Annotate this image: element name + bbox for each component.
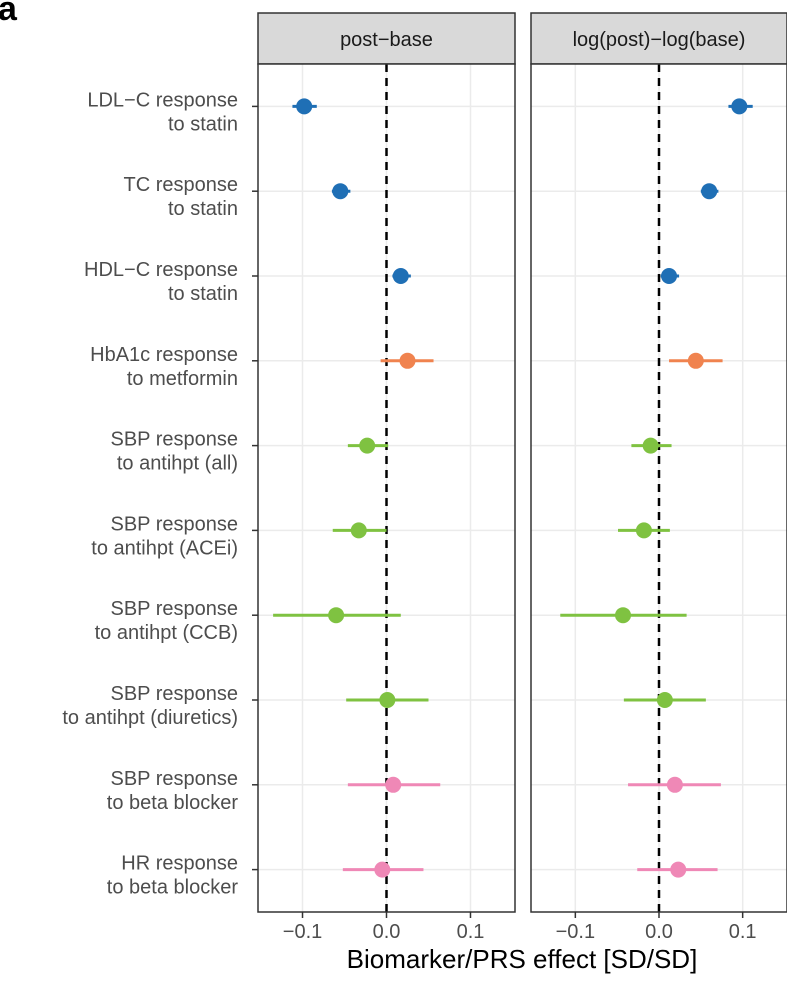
point [731,98,748,115]
x-tick-label: 0.1 [457,921,485,943]
y-tick-label: HR response to beta blocker [107,853,239,899]
y-tick-label: SBP response to antihpt (all) [111,429,239,475]
panel-title: post−base [340,29,433,51]
point [656,692,673,708]
panel-title: log(post)−log(base) [573,29,746,51]
panel-border [257,63,516,913]
y-tick-label: SBP response to beta blocker [107,768,239,814]
point [385,776,402,793]
panel-label: a [0,0,18,28]
y-tick-label: HbA1c response to metformin [90,344,238,390]
point [350,522,367,539]
x-tick-label: 0.0 [645,921,673,943]
strip [257,12,516,65]
x-tick-label: 0.1 [729,921,757,943]
point [635,522,652,539]
point [374,861,391,878]
panel-border [530,63,787,913]
point [701,183,718,200]
point [296,98,313,115]
y-tick-label: SBP response to antihpt (CCB) [95,598,238,644]
y-tick-label: TC response to statin [124,174,239,220]
point [392,268,409,284]
point [359,437,376,454]
x-tick-label: 0.0 [373,921,401,943]
y-tick-label: LDL−C response to statin [87,89,238,135]
y-tick-label: HDL−C response to statin [84,259,238,305]
point [615,607,632,624]
x-tick-label: −0.1 [283,921,322,943]
point [670,861,687,878]
point [379,692,396,708]
x-axis-title: Biomarker/PRS effect [SD/SD] [347,944,698,974]
point [332,183,349,200]
point [328,607,345,624]
point [399,352,416,369]
point [666,776,683,793]
y-tick-label: SBP response to antihpt (ACEi) [91,513,238,559]
point [661,268,678,284]
point [687,352,704,369]
point [642,437,659,454]
x-tick-label: −0.1 [556,921,595,943]
y-tick-label: SBP response to antihpt (diuretics) [62,683,238,729]
